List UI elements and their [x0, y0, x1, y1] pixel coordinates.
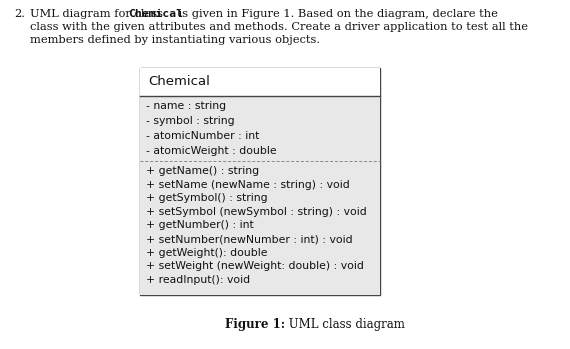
- Text: Chemical: Chemical: [148, 75, 210, 88]
- Text: UML class diagram: UML class diagram: [285, 318, 405, 331]
- Bar: [140, 161, 380, 295]
- Text: Chemical: Chemical: [129, 9, 184, 19]
- Text: - symbol : string: - symbol : string: [146, 116, 235, 126]
- Text: - atomicWeight : double: - atomicWeight : double: [146, 146, 276, 156]
- Text: + getNumber() : int: + getNumber() : int: [146, 221, 254, 230]
- Text: Figure 1:: Figure 1:: [225, 318, 285, 331]
- Text: - atomicNumber : int: - atomicNumber : int: [146, 131, 259, 141]
- Text: - name : string: - name : string: [146, 101, 226, 111]
- Text: 2.: 2.: [14, 9, 25, 19]
- Text: is given in Figure 1. Based on the diagram, declare the: is given in Figure 1. Based on the diagr…: [175, 9, 498, 19]
- Text: UML diagram for class: UML diagram for class: [30, 9, 166, 19]
- Text: + getName() : string: + getName() : string: [146, 166, 259, 176]
- Text: + setNumber(newNumber : int) : void: + setNumber(newNumber : int) : void: [146, 234, 353, 244]
- Text: class with the given attributes and methods. Create a driver application to test: class with the given attributes and meth…: [30, 22, 528, 32]
- Text: + setName (newName : string) : void: + setName (newName : string) : void: [146, 180, 350, 190]
- Text: + getSymbol() : string: + getSymbol() : string: [146, 193, 268, 203]
- Text: + readInput(): void: + readInput(): void: [146, 275, 250, 285]
- Text: + getWeight(): double: + getWeight(): double: [146, 247, 267, 258]
- Text: + setWeight (newWeight: double) : void: + setWeight (newWeight: double) : void: [146, 261, 364, 271]
- Bar: [140, 96, 380, 161]
- Text: members defined by instantiating various objects.: members defined by instantiating various…: [30, 35, 320, 45]
- Bar: [140, 68, 380, 96]
- Text: + setSymbol (newSymbol : string) : void: + setSymbol (newSymbol : string) : void: [146, 207, 367, 217]
- Bar: [140, 68, 380, 295]
